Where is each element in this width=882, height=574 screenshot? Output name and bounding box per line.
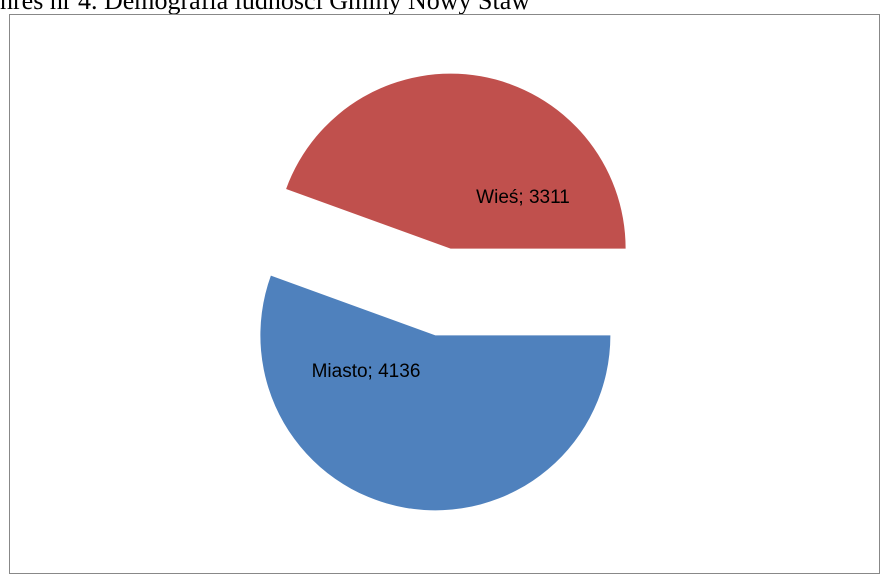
pie-slice-miasto bbox=[260, 275, 611, 511]
data-label-miasto: Miasto; 4136 bbox=[312, 361, 421, 382]
data-label-wieś: Wieś; 3311 bbox=[476, 187, 570, 208]
pie-slice-wieś bbox=[286, 73, 626, 249]
figure-caption: nres nr 4. Demografia ludności Gminy Now… bbox=[0, 0, 531, 15]
